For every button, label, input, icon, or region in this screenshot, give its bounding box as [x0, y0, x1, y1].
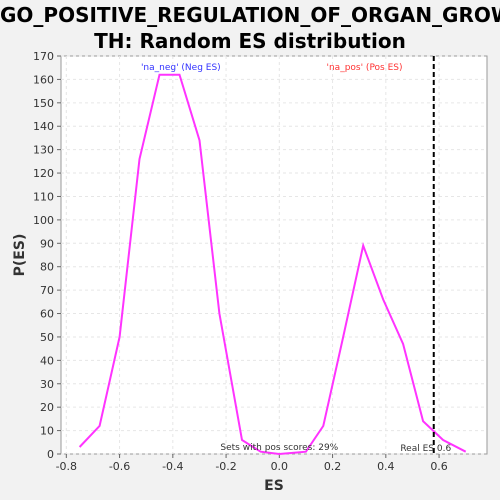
- plot-area: [60, 55, 488, 455]
- y-tick-label: 50: [40, 331, 54, 344]
- series-layer: [78, 73, 467, 456]
- y-tick-label: 170: [33, 50, 54, 63]
- x-tick-label: 0.0: [271, 460, 289, 473]
- y-tick-label: 10: [40, 425, 54, 438]
- x-tick-label: -0.8: [56, 460, 77, 473]
- y-tick-label: 20: [40, 401, 54, 414]
- chart-title-line-2: TH: Random ES distribution: [94, 29, 406, 53]
- y-tick-label: 130: [33, 144, 54, 157]
- y-tick-label: 70: [40, 284, 54, 297]
- x-tick-label: -0.4: [162, 460, 183, 473]
- y-tick-label: 60: [40, 308, 54, 321]
- y-tick-label: 110: [33, 190, 54, 203]
- y-ticks: 0 10 20 30 40 50 60 70 80 90 100 110 120 130 140 150 160…: [33, 50, 61, 461]
- y-tick-label: 150: [33, 97, 54, 110]
- pos-scores-note: Sets with pos scores: 29%: [220, 443, 338, 453]
- y-axis-title: P(ES): [12, 234, 28, 277]
- x-tick-label: 0.4: [377, 460, 395, 473]
- pos-es-label: 'na_pos' (Pos ES): [327, 63, 403, 73]
- y-tick-label: 40: [40, 354, 54, 367]
- neg-es-label: 'na_neg' (Neg ES): [141, 63, 221, 73]
- chart-title-line-1: GO_POSITIVE_REGULATION_OF_ORGAN_GROW: [0, 3, 500, 27]
- y-tick-label: 30: [40, 378, 54, 391]
- y-tick-label: 90: [40, 237, 54, 250]
- y-tick-label: 160: [33, 73, 54, 86]
- x-tick-label: 0.6: [430, 460, 448, 473]
- chart-title: GO_POSITIVE_REGULATION_OF_ORGAN_GROW TH:…: [0, 2, 500, 54]
- series-line: [78, 73, 467, 456]
- y-tick-label: 0: [47, 448, 54, 461]
- y-tick-label: 120: [33, 167, 54, 180]
- x-tick-label: -0.2: [215, 460, 236, 473]
- y-tick-label: 80: [40, 261, 54, 274]
- y-tick-label: 100: [33, 214, 54, 227]
- grid-layer: [61, 55, 487, 455]
- x-axis-title: ES: [264, 478, 284, 494]
- x-ticks: -0.8 -0.6 -0.4 -0.2 0.0 0.2 0.4 0.6: [56, 454, 448, 473]
- x-tick-label: -0.6: [109, 460, 130, 473]
- y-tick-label: 140: [33, 120, 54, 133]
- real-es-label: Real ES 0.6: [400, 444, 451, 454]
- x-tick-label: 0.2: [324, 460, 342, 473]
